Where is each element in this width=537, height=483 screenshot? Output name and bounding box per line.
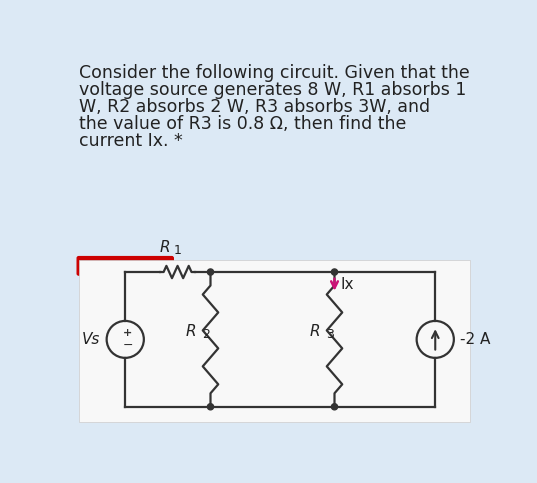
Text: 1: 1 <box>173 244 182 257</box>
Text: R: R <box>159 240 170 255</box>
Text: 3: 3 <box>326 328 334 341</box>
FancyBboxPatch shape <box>77 256 173 275</box>
Text: -2 A: -2 A <box>460 332 490 347</box>
Text: R: R <box>310 324 321 339</box>
Text: +: + <box>123 328 132 338</box>
Text: Ix: Ix <box>340 277 354 292</box>
Text: voltage source generates 8 W, R1 absorbs 1: voltage source generates 8 W, R1 absorbs… <box>79 81 466 99</box>
Circle shape <box>207 269 214 275</box>
Text: current Ix. *: current Ix. * <box>79 132 183 150</box>
Text: W, R2 absorbs 2 W, R3 absorbs 3W, and: W, R2 absorbs 2 W, R3 absorbs 3W, and <box>79 98 430 116</box>
Text: the value of R3 is 0.8 Ω, then find the: the value of R3 is 0.8 Ω, then find the <box>79 115 406 133</box>
Text: Consider the following circuit. Given that the: Consider the following circuit. Given th… <box>79 64 469 82</box>
Text: Vs: Vs <box>82 332 100 347</box>
Text: −: − <box>122 339 133 352</box>
Text: R: R <box>186 324 197 339</box>
Circle shape <box>207 404 214 410</box>
FancyBboxPatch shape <box>79 260 470 422</box>
Circle shape <box>331 404 338 410</box>
Circle shape <box>331 269 338 275</box>
Text: 2: 2 <box>202 328 210 341</box>
